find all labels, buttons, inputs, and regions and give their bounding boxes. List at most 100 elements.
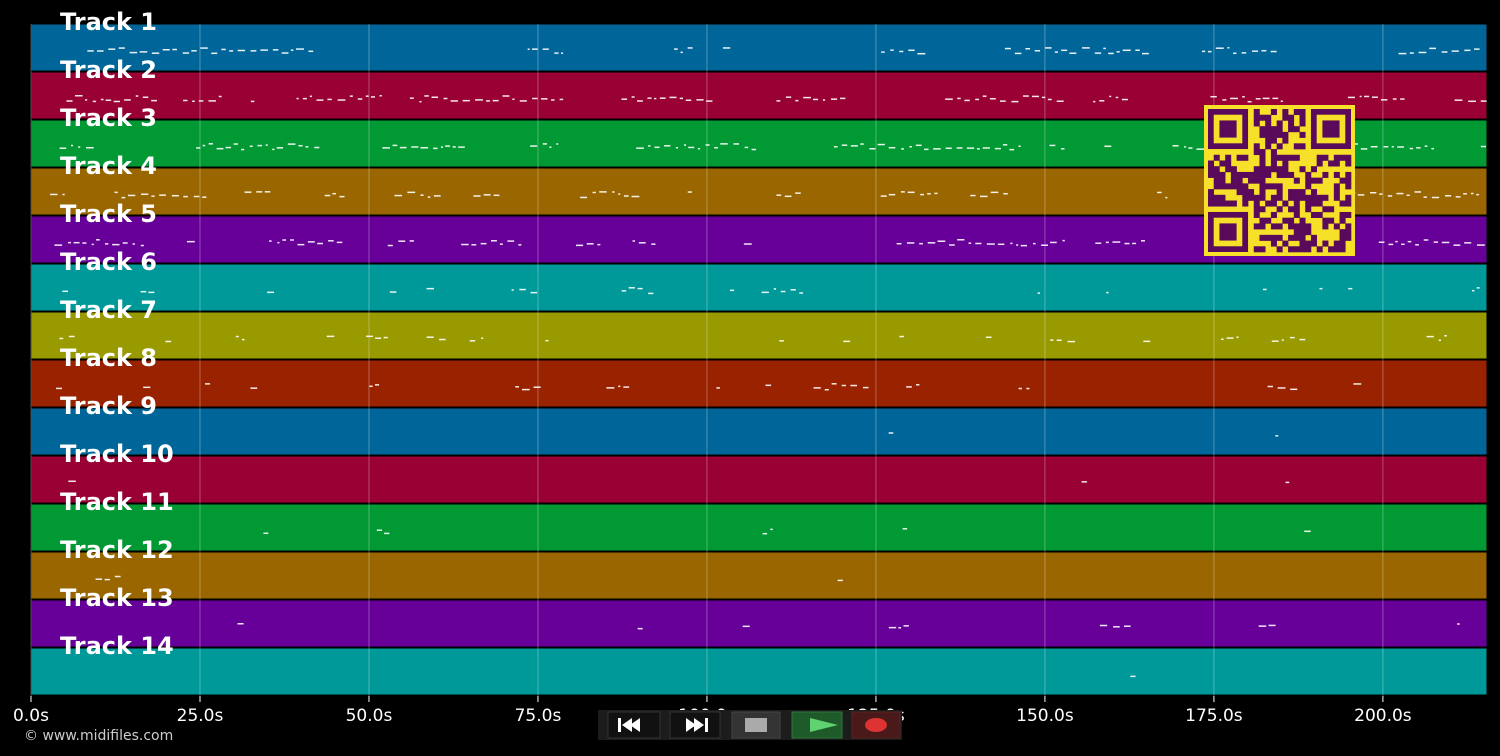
qr-module xyxy=(1322,154,1329,161)
qr-module xyxy=(1270,234,1277,241)
qr-module xyxy=(1316,200,1323,207)
note xyxy=(551,99,555,101)
note xyxy=(59,147,67,149)
note xyxy=(332,192,336,195)
note xyxy=(151,195,155,197)
note xyxy=(841,384,846,387)
qr-module xyxy=(1219,160,1226,167)
qr-module xyxy=(1299,166,1306,173)
track-row xyxy=(30,359,1488,408)
note xyxy=(937,240,946,242)
note xyxy=(1424,145,1428,147)
qr-module xyxy=(1305,206,1312,213)
qr-module xyxy=(1213,183,1220,190)
note xyxy=(997,243,1005,246)
footer: © www.midifiles.com xyxy=(24,728,173,744)
note xyxy=(1438,339,1442,342)
note xyxy=(1378,241,1385,243)
qr-module xyxy=(1288,126,1295,133)
note xyxy=(659,97,666,99)
qr-module xyxy=(1293,109,1300,116)
note xyxy=(148,291,155,294)
qr-module xyxy=(1208,200,1215,207)
note xyxy=(264,191,271,193)
qr-module xyxy=(1282,217,1289,224)
note xyxy=(888,193,896,196)
note xyxy=(1242,96,1245,98)
note xyxy=(1099,624,1108,627)
qr-module xyxy=(1208,171,1215,178)
qr-module xyxy=(1253,206,1260,213)
qr-module xyxy=(1293,229,1300,236)
note xyxy=(121,196,126,199)
qr-module xyxy=(1310,200,1317,207)
note xyxy=(1255,98,1261,100)
qr-module xyxy=(1328,217,1335,224)
note xyxy=(545,339,549,342)
qr-module xyxy=(1333,171,1340,178)
qr-module xyxy=(1276,126,1283,133)
qr-module xyxy=(1282,200,1289,207)
note xyxy=(237,49,246,52)
note xyxy=(1426,335,1434,338)
note xyxy=(399,146,407,149)
note xyxy=(1032,242,1036,245)
qr-module xyxy=(1299,217,1306,224)
note xyxy=(1049,144,1056,147)
note xyxy=(1025,47,1031,50)
qr-module xyxy=(1219,194,1226,201)
note xyxy=(263,532,269,535)
qr-module xyxy=(1288,189,1295,196)
note xyxy=(863,386,869,389)
note xyxy=(1480,100,1487,102)
note xyxy=(1002,144,1008,146)
note xyxy=(337,99,346,101)
note xyxy=(680,51,683,54)
qr-module xyxy=(1293,126,1300,133)
note xyxy=(518,244,522,246)
play-button[interactable] xyxy=(791,711,843,739)
qr-module xyxy=(1339,154,1346,161)
forward-button[interactable] xyxy=(669,711,721,739)
qr-module xyxy=(1339,229,1346,236)
qr-module xyxy=(1236,154,1243,161)
note xyxy=(762,532,768,535)
qr-module xyxy=(1299,114,1306,121)
qr-module xyxy=(1328,206,1335,213)
note xyxy=(1370,145,1378,148)
qr-module xyxy=(1293,194,1300,201)
track-row xyxy=(30,311,1488,360)
note xyxy=(881,51,885,53)
note xyxy=(556,143,559,145)
note xyxy=(839,97,846,100)
note xyxy=(822,99,826,101)
note xyxy=(908,49,915,52)
qr-module xyxy=(1253,223,1260,230)
qr-module xyxy=(1270,223,1277,230)
qr-module xyxy=(1259,223,1266,230)
note xyxy=(481,337,484,339)
qr-module xyxy=(1333,246,1340,253)
qr-module xyxy=(1265,234,1272,241)
qr-module xyxy=(1316,246,1323,253)
note xyxy=(68,480,76,483)
qr-module xyxy=(1270,240,1277,247)
note xyxy=(1409,52,1414,54)
track-label: Track 11 xyxy=(60,488,174,516)
note xyxy=(269,240,272,242)
qr-module xyxy=(1316,194,1323,201)
note xyxy=(1267,385,1273,388)
qr-module xyxy=(1253,149,1260,156)
qr-module xyxy=(1316,177,1323,184)
note xyxy=(1416,147,1421,149)
note xyxy=(383,336,388,339)
qr-module xyxy=(1339,200,1346,207)
note xyxy=(664,145,671,147)
qr-module xyxy=(1259,149,1266,156)
record-button[interactable] xyxy=(851,711,901,739)
note xyxy=(803,96,811,99)
rewind-button[interactable] xyxy=(607,711,661,739)
qr-module xyxy=(1276,120,1283,127)
stop-button[interactable] xyxy=(731,711,781,739)
note xyxy=(420,146,429,149)
